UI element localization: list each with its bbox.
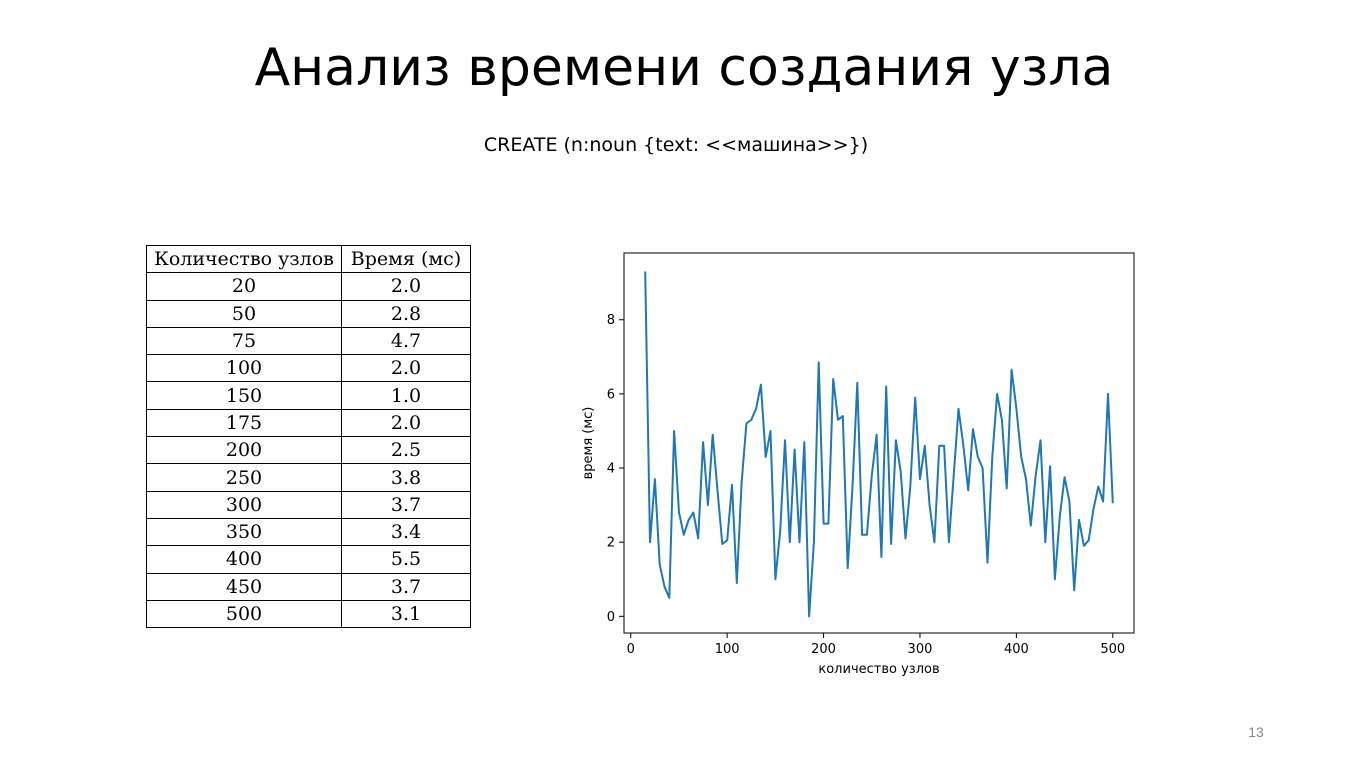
cell-time: 5.5 (341, 545, 471, 574)
cell-node-count: 175 (146, 408, 342, 438)
table-row: 150 1.0 (146, 381, 471, 410)
table-row: 200 2.5 (146, 436, 471, 465)
table-row: 175 2.0 (146, 408, 471, 438)
cell-time: 2.5 (341, 436, 471, 465)
cell-node-count: 100 (146, 354, 342, 383)
x-tick-label: 200 (811, 642, 836, 657)
x-tick-label: 0 (627, 642, 635, 657)
cell-node-count: 250 (146, 463, 342, 492)
y-tick-label: 8 (607, 313, 615, 328)
y-axis-label: время (мс) (581, 407, 596, 480)
x-tick-label: 100 (715, 642, 740, 657)
cell-node-count: 300 (146, 490, 342, 519)
cell-time: 1.0 (341, 381, 471, 410)
series-line (644, 271, 1114, 618)
cypher-query: CREATE (n:noun {text: <<машина>>}) (483, 134, 869, 156)
cell-node-count: 200 (146, 436, 342, 465)
cell-time: 3.7 (341, 572, 471, 601)
plot-frame (623, 252, 1135, 634)
cell-node-count: 450 (146, 572, 342, 601)
cell-node-count: 500 (146, 599, 342, 629)
cell-time: 3.7 (341, 490, 471, 519)
table-row: 400 5.5 (146, 545, 471, 574)
cell-time: 2.0 (341, 408, 471, 438)
table-row: 75 4.7 (146, 326, 471, 356)
y-tick-label: 6 (607, 387, 615, 402)
cell-time: 4.7 (341, 326, 471, 356)
cell-node-count: 50 (146, 299, 342, 328)
slide-title: Анализ времени создания узла (254, 38, 1114, 98)
cell-node-count: 350 (146, 517, 342, 547)
x-axis-label: количество узлов (818, 662, 939, 677)
cell-node-count: 400 (146, 545, 342, 574)
x-tick-label: 400 (1004, 642, 1029, 657)
table-row: 300 3.7 (146, 490, 471, 519)
y-tick-label: 4 (607, 462, 615, 477)
table-header-row: Количество узлов Время (мс) (146, 244, 471, 274)
y-tick-label: 0 (607, 610, 615, 625)
cell-time: 2.0 (341, 272, 471, 301)
table-row: 500 3.1 (146, 599, 471, 629)
cell-time: 3.8 (341, 463, 471, 492)
x-tick-label: 500 (1100, 642, 1125, 657)
table-row: 250 3.8 (146, 463, 471, 492)
table-row: 100 2.0 (146, 354, 471, 383)
page-number: 13 (1248, 724, 1264, 740)
cell-node-count: 75 (146, 326, 342, 356)
column-header-time: Время (мс) (341, 244, 471, 274)
results-table: Количество узлов Время (мс) 20 2.0 50 2.8 75… (146, 244, 471, 629)
cell-time: 3.1 (341, 599, 471, 629)
cell-time: 2.0 (341, 354, 471, 383)
table-row: 50 2.8 (146, 299, 471, 328)
cell-time: 2.8 (341, 299, 471, 328)
cell-node-count: 20 (146, 272, 342, 301)
cell-node-count: 150 (146, 381, 342, 410)
column-header-nodes: Количество узлов (146, 244, 342, 274)
y-tick-label: 2 (607, 536, 615, 551)
table-row: 450 3.7 (146, 572, 471, 601)
x-tick-label: 300 (908, 642, 933, 657)
table-row: 350 3.4 (146, 517, 471, 547)
table-row: 20 2.0 (146, 272, 471, 301)
cell-time: 3.4 (341, 517, 471, 547)
